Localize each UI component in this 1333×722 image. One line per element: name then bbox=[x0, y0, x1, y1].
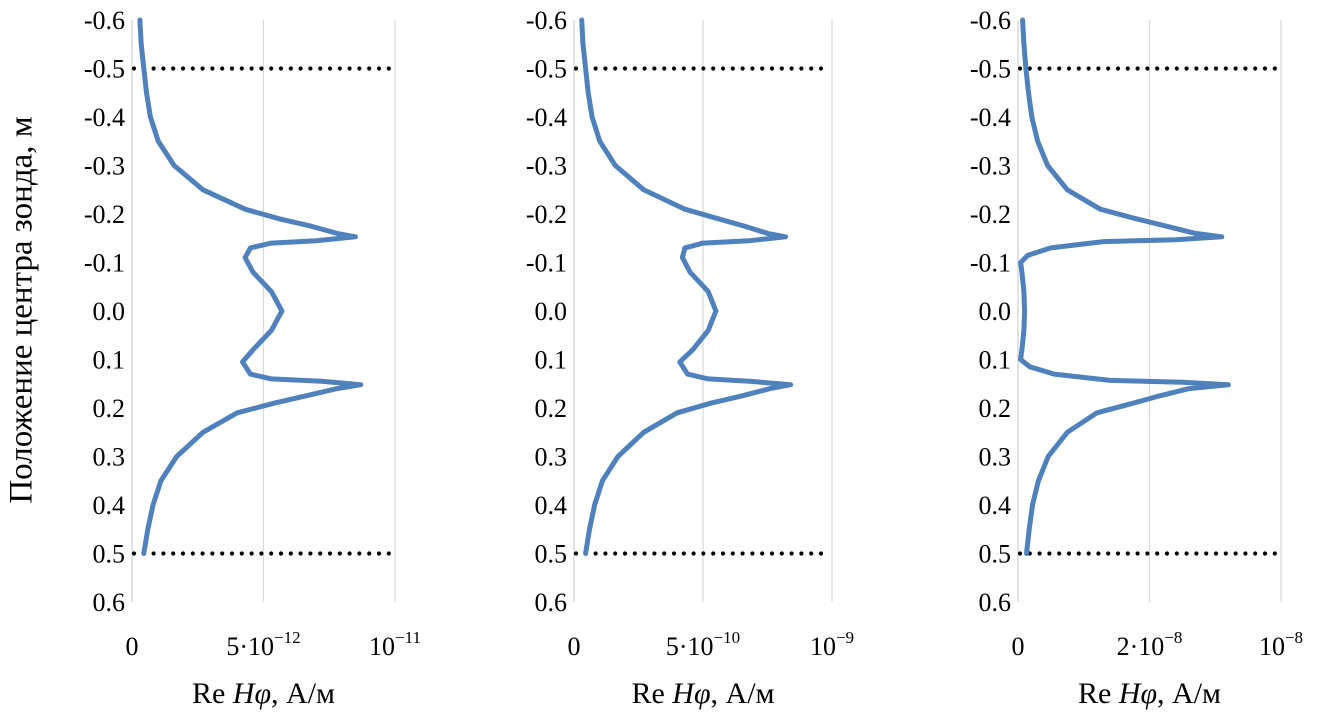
x-tick-label: 5·10−10 bbox=[666, 628, 740, 661]
y-tick-label: 0.3 bbox=[93, 443, 126, 472]
chart-panel-3: -0.6 -0.5 -0.4 -0.3 -0.2 -0.1 0.0 0.1 0.2 0.3 0.4 0… bbox=[970, 6, 1303, 710]
y-tick-label: -0.5 bbox=[84, 55, 125, 84]
y-tick-label: 0.2 bbox=[93, 394, 126, 423]
y-tick-label: -0.1 bbox=[84, 249, 125, 278]
y-tick-label: -0.4 bbox=[970, 103, 1011, 132]
y-tick-label: -0.3 bbox=[970, 152, 1011, 181]
y-tick-label: -0.3 bbox=[526, 152, 567, 181]
y-tick-label: 0.5 bbox=[535, 540, 568, 569]
y-tick-label: 0.1 bbox=[979, 346, 1012, 375]
x-tick-label: 10−8 bbox=[1259, 628, 1303, 661]
y-tick-label: 0.5 bbox=[979, 540, 1012, 569]
series-line bbox=[579, 17, 794, 556]
y-tick-label: -0.1 bbox=[970, 249, 1011, 278]
y-tick-label: 0.6 bbox=[979, 588, 1012, 617]
y-tick-label: 0.0 bbox=[93, 297, 126, 326]
x-axis-title: Re Hφ, А/м bbox=[192, 677, 335, 710]
y-tick-label: 0.0 bbox=[535, 297, 568, 326]
x-tick-label: 0 bbox=[126, 632, 139, 661]
chart-panel-1: -0.6 -0.5 -0.4 -0.3 -0.2 -0.1 0.0 0.1 0.2 0.3 0.4 0… bbox=[84, 6, 421, 710]
y-tick-label: -0.6 bbox=[970, 6, 1011, 35]
y-tick-label: 0.1 bbox=[93, 346, 126, 375]
y-tick-label: 0.1 bbox=[535, 346, 568, 375]
y-tick-label: -0.5 bbox=[526, 55, 567, 84]
y-tick-label: 0.3 bbox=[979, 443, 1012, 472]
y-tick-label: 0.6 bbox=[535, 588, 568, 617]
y-tick-label: -0.2 bbox=[84, 200, 125, 229]
y-tick-label: 0.4 bbox=[535, 491, 568, 520]
x-tick-label: 5·10−12 bbox=[226, 628, 300, 661]
x-tick-label: 10−11 bbox=[369, 628, 421, 661]
series-line bbox=[1018, 17, 1231, 556]
y-tick-label: -0.2 bbox=[970, 200, 1011, 229]
x-tick-label: 0 bbox=[568, 632, 581, 661]
y-tick-label: -0.4 bbox=[526, 103, 567, 132]
x-tick-label: 0 bbox=[1012, 632, 1025, 661]
series-line bbox=[137, 17, 364, 556]
y-tick-label: 0.3 bbox=[535, 443, 568, 472]
y-tick-label: 0.6 bbox=[93, 588, 126, 617]
x-tick-label: 2·10−8 bbox=[1117, 628, 1183, 661]
y-tick-label: -0.3 bbox=[84, 152, 125, 181]
y-tick-label: -0.5 bbox=[970, 55, 1011, 84]
x-tick-label: 10−9 bbox=[810, 628, 854, 661]
y-tick-label: 0.2 bbox=[535, 394, 568, 423]
y-tick-label: 0.2 bbox=[979, 394, 1012, 423]
y-tick-label: -0.6 bbox=[526, 6, 567, 35]
x-axis-title: Re Hφ, А/м bbox=[631, 677, 774, 710]
x-axis-title: Re Hφ, А/м bbox=[1078, 677, 1221, 710]
y-tick-label: -0.1 bbox=[526, 249, 567, 278]
y-tick-label: 0.4 bbox=[93, 491, 126, 520]
y-tick-label: 0.5 bbox=[93, 540, 126, 569]
y-tick-label: -0.6 bbox=[84, 6, 125, 35]
y-tick-label: -0.2 bbox=[526, 200, 567, 229]
y-tick-label: -0.4 bbox=[84, 103, 125, 132]
y-tick-label: 0.4 bbox=[979, 491, 1012, 520]
chart-panel-2: -0.6 -0.5 -0.4 -0.3 -0.2 -0.1 0.0 0.1 0.2 0.3 0.4 0… bbox=[526, 6, 854, 710]
y-tick-label: 0.0 bbox=[979, 297, 1012, 326]
